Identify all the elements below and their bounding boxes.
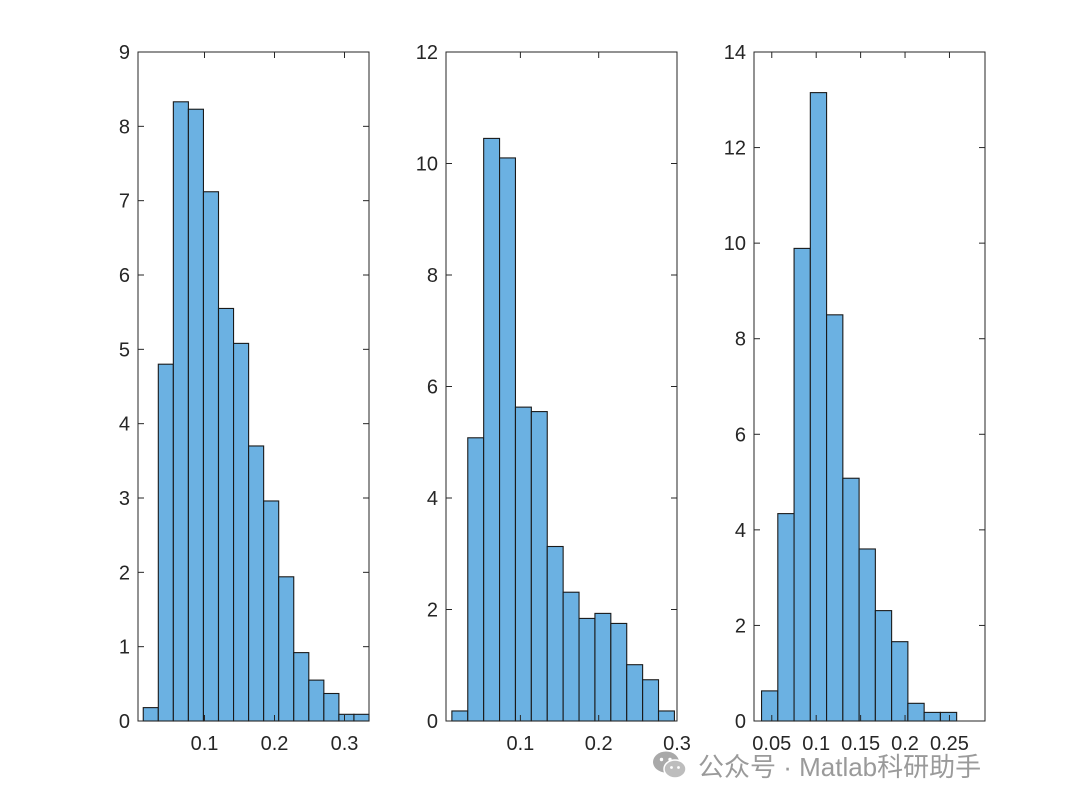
x-tick-label: 0.1 (191, 733, 219, 755)
histogram-bar (657, 710, 675, 722)
histogram-bar (858, 548, 876, 722)
y-tick-label: 6 (427, 377, 438, 399)
y-tick-label: 14 (724, 42, 746, 64)
histogram-panel-2: 0 2 4 6 8 10 12 0.1 0.2 0.3 (416, 42, 691, 755)
axes-box (753, 51, 986, 722)
histogram-bar (626, 664, 644, 722)
histogram-bar (514, 406, 532, 722)
histogram-bar (891, 641, 909, 722)
y-tick-label: 5 (119, 339, 130, 361)
y-tick-label: 2 (427, 600, 438, 622)
histogram-bar (308, 679, 325, 722)
histogram-bar (499, 157, 517, 722)
histogram-bar (142, 707, 159, 722)
histogram-bar (642, 679, 660, 722)
y-tick-label: 1 (119, 637, 130, 659)
histogram-bar (939, 711, 958, 722)
y-tick-label: 4 (119, 414, 130, 436)
y-tick-label: 0 (735, 711, 746, 733)
histogram-bar (777, 513, 795, 722)
x-tick-label: 0.2 (891, 733, 919, 755)
histogram-bar (907, 702, 925, 722)
histogram-bar (793, 247, 811, 722)
histogram-bar (187, 108, 204, 722)
histogram-bar (293, 652, 310, 722)
y-tick-label: 2 (119, 562, 130, 584)
y-tick-label: 8 (735, 329, 746, 351)
x-tick-label: 0.25 (930, 733, 969, 755)
y-tick-label: 0 (427, 711, 438, 733)
x-tick-label: 0.1 (506, 733, 534, 755)
histogram-bar (562, 591, 580, 722)
histogram-bar (278, 576, 295, 722)
x-tick-label: 0.2 (261, 733, 289, 755)
x-tick-label: 0.05 (752, 733, 791, 755)
histogram-panel-3: 0 2 4 6 8 10 12 14 0.05 0.1 0.15 0.2 0.25 (724, 42, 986, 755)
y-tick-label: 6 (119, 265, 130, 287)
histogram-bar (546, 545, 564, 722)
histogram-bar (610, 622, 628, 722)
histogram-bar (353, 713, 370, 722)
histogram-bar (530, 411, 548, 722)
histogram-bar (451, 710, 469, 722)
y-tick-label: 4 (735, 520, 746, 542)
y-tick-label: 8 (119, 116, 130, 138)
histogram-panel-1: 0 1 2 3 4 5 6 7 8 9 0.1 0.2 0.3 (119, 42, 370, 755)
y-tick-label: 7 (119, 191, 130, 213)
x-tick-label: 0.1 (802, 733, 830, 755)
wechat-icon (653, 751, 687, 779)
histogram-bar (809, 92, 828, 722)
y-tick-label: 10 (416, 154, 438, 176)
histogram-bar (338, 713, 355, 722)
histogram-bar (323, 692, 340, 722)
histogram-bar (842, 477, 860, 722)
watermark-text: 公众号 · Matlab科研助手 (698, 751, 982, 782)
y-tick-label: 12 (416, 42, 438, 64)
histogram-bar (923, 711, 941, 722)
y-tick-label: 4 (427, 488, 438, 510)
histogram-bar (157, 363, 174, 722)
histogram-bar (248, 445, 265, 722)
y-tick-label: 9 (119, 42, 130, 64)
y-tick-label: 10 (724, 233, 746, 255)
histogram-bar (826, 314, 844, 722)
y-tick-label: 8 (427, 265, 438, 287)
histogram-bar (761, 690, 779, 722)
histogram-bar (202, 191, 220, 722)
histogram-bar (172, 101, 189, 722)
histogram-bar (233, 342, 250, 722)
watermark: 公众号 · Matlab科研助手 (650, 745, 981, 785)
x-tick-label: 0.3 (331, 733, 359, 755)
histogram-bar (578, 617, 596, 722)
x-tick-label: 0.15 (841, 733, 880, 755)
x-tick-label: 0.2 (585, 733, 613, 755)
axes-box (137, 51, 370, 722)
y-tick-label: 6 (735, 424, 746, 446)
histogram-bar (483, 137, 501, 722)
y-tick-label: 12 (724, 138, 746, 160)
histogram-bar (263, 500, 280, 722)
histogram-bar (594, 612, 612, 722)
y-tick-label: 0 (119, 711, 130, 733)
y-tick-label: 2 (735, 615, 746, 637)
y-tick-label: 3 (119, 488, 130, 510)
histogram-bar (467, 437, 485, 722)
x-tick-label: 0.3 (663, 733, 691, 755)
histogram-bar (874, 610, 893, 722)
histogram-bar (217, 307, 235, 722)
